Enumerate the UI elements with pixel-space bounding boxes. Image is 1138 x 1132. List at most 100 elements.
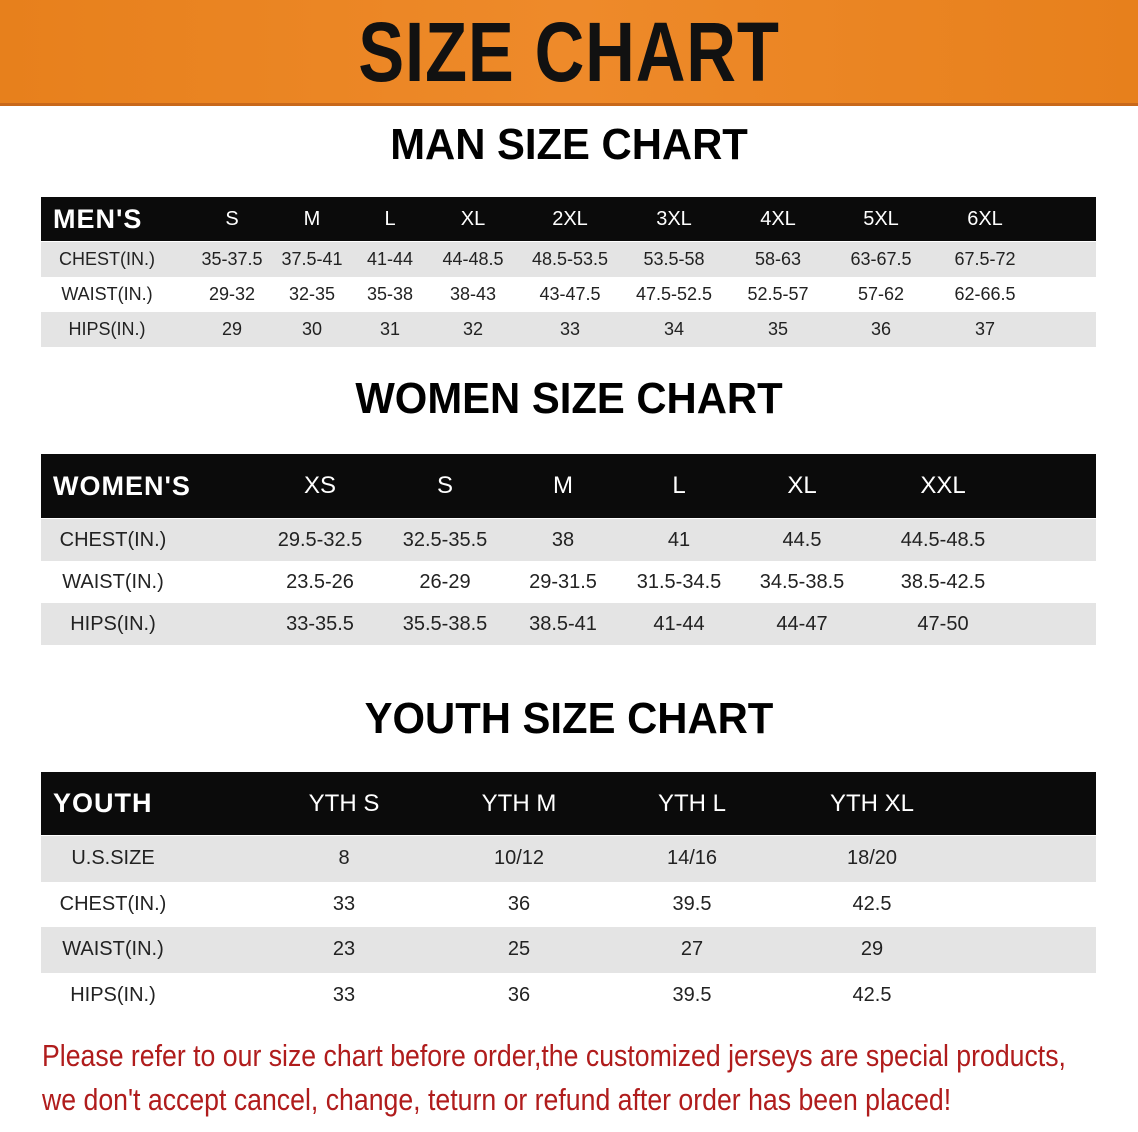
size-column-header: L bbox=[672, 472, 686, 499]
size-column-header: YTH L bbox=[657, 789, 727, 817]
table-header-label: YOUTH bbox=[53, 788, 153, 818]
size-column-header: S bbox=[225, 207, 239, 230]
size-column-header: L bbox=[384, 207, 396, 230]
table-cell: 53.5-58 bbox=[643, 249, 705, 269]
size-column-header: 2XL bbox=[552, 207, 588, 230]
table-row: WAIST(IN.) 23.5-26 26-29 29-31.5 31.5-34.5 34… bbox=[41, 561, 1096, 603]
size-column-header: XL bbox=[787, 472, 817, 499]
measurement-label: WAIST(IN.) bbox=[61, 284, 153, 304]
men-section-title: MAN SIZE CHART bbox=[390, 120, 748, 169]
table-cell: 31.5-34.5 bbox=[636, 570, 722, 593]
table-header-row: YOUTH YTH S YTH M YTH L YTH XL bbox=[41, 772, 1096, 835]
size-column-header: 6XL bbox=[967, 207, 1003, 230]
table-cell: 37 bbox=[974, 319, 996, 339]
table-cell: 36 bbox=[870, 319, 892, 339]
table-cell: 32-35 bbox=[288, 284, 336, 304]
table-cell: 42.5 bbox=[852, 892, 892, 915]
table-cell: 44-48.5 bbox=[442, 249, 504, 269]
table-cell: 44.5-48.5 bbox=[900, 528, 986, 551]
table-header-label: MEN'S bbox=[53, 203, 143, 234]
table-cell: 29 bbox=[221, 319, 243, 339]
table-cell: 29.5-32.5 bbox=[277, 528, 363, 551]
policy-note-line-1: Please refer to our size chart before or… bbox=[42, 1038, 1066, 1073]
measurement-label: CHEST(IN.) bbox=[59, 528, 167, 551]
table-cell: 38.5-41 bbox=[529, 612, 597, 635]
table-cell: 47.5-52.5 bbox=[635, 284, 713, 304]
table-cell: 26-29 bbox=[419, 570, 471, 593]
measurement-label: HIPS(IN.) bbox=[70, 612, 156, 635]
table-header-row: WOMEN'S XS S M L XL XXL bbox=[41, 454, 1096, 518]
table-cell: 10/12 bbox=[493, 847, 545, 870]
table-row: WAIST(IN.) 23 25 27 29 bbox=[41, 927, 1096, 973]
table-cell: 33-35.5 bbox=[286, 612, 354, 635]
size-column-header: YTH S bbox=[308, 789, 380, 817]
table-cell: 31 bbox=[379, 319, 401, 339]
table-cell: 36 bbox=[507, 892, 531, 915]
table-cell: 41-44 bbox=[653, 612, 705, 635]
table-cell: 67.5-72 bbox=[954, 249, 1016, 269]
table-cell: 38.5-42.5 bbox=[900, 570, 986, 593]
measurement-label: CHEST(IN.) bbox=[59, 892, 167, 915]
table-cell: 37.5-41 bbox=[281, 249, 343, 269]
table-row: CHEST(IN.) 35-37.5 37.5-41 41-44 44-48.5 48.5… bbox=[41, 242, 1096, 277]
women-section-title: WOMEN SIZE CHART bbox=[355, 374, 783, 423]
table-cell: 35 bbox=[767, 319, 789, 339]
table-row: HIPS(IN.) 29 30 31 32 33 34 35 36 37 bbox=[41, 312, 1096, 347]
table-cell: 35-37.5 bbox=[201, 249, 263, 269]
table-cell: 14/16 bbox=[666, 847, 718, 870]
youth-section-title: YOUTH SIZE CHART bbox=[364, 694, 774, 743]
size-column-header: XL bbox=[460, 207, 486, 230]
table-cell: 47-50 bbox=[917, 612, 969, 635]
table-cell: 52.5-57 bbox=[747, 284, 809, 304]
table-cell: 39.5 bbox=[672, 983, 712, 1006]
table-cell: 41-44 bbox=[366, 249, 414, 269]
table-cell: 43-47.5 bbox=[539, 284, 601, 304]
table-row: U.S.SIZE 8 10/12 14/16 18/20 bbox=[41, 836, 1096, 882]
table-cell: 41 bbox=[667, 528, 691, 551]
table-cell: 42.5 bbox=[852, 983, 892, 1006]
table-cell: 25 bbox=[507, 938, 531, 961]
table-cell: 57-62 bbox=[857, 284, 905, 304]
table-cell: 62-66.5 bbox=[954, 284, 1016, 304]
table-row: HIPS(IN.) 33-35.5 35.5-38.5 38.5-41 41-44 44-… bbox=[41, 603, 1096, 645]
size-column-header: 3XL bbox=[656, 207, 692, 230]
table-header-label: WOMEN'S bbox=[53, 470, 191, 501]
table-cell: 35-38 bbox=[366, 284, 414, 304]
table-cell: 44-47 bbox=[776, 612, 828, 635]
table-cell: 32.5-35.5 bbox=[402, 528, 488, 551]
table-cell: 34 bbox=[663, 319, 685, 339]
measurement-label: HIPS(IN.) bbox=[70, 983, 156, 1006]
table-cell: 27 bbox=[680, 938, 704, 961]
table-cell: 33 bbox=[332, 983, 356, 1006]
banner-title: SIZE CHART bbox=[358, 5, 780, 99]
table-row: CHEST(IN.) 29.5-32.5 32.5-35.5 38 41 44.5 44.5… bbox=[41, 519, 1096, 561]
table-row: WAIST(IN.) 29-32 32-35 35-38 38-43 43-47.5 47.… bbox=[41, 277, 1096, 312]
table-header-row: MEN'S S M L XL 2XL 3XL 4XL 5XL 6XL bbox=[41, 197, 1096, 241]
table-cell: 44.5 bbox=[782, 528, 822, 551]
table-cell: 36 bbox=[507, 983, 531, 1006]
table-cell: 39.5 bbox=[672, 892, 712, 915]
table-cell: 23.5-26 bbox=[286, 570, 354, 593]
table-cell: 33 bbox=[332, 892, 356, 915]
table-cell: 29-31.5 bbox=[529, 570, 597, 593]
table-cell: 8 bbox=[338, 847, 350, 870]
table-cell: 23 bbox=[332, 938, 356, 961]
table-cell: 38-43 bbox=[449, 284, 497, 304]
measurement-label: HIPS(IN.) bbox=[68, 319, 146, 339]
table-cell: 35.5-38.5 bbox=[402, 612, 488, 635]
table-cell: 58-63 bbox=[754, 249, 802, 269]
men-size-table: MEN'S S M L XL 2XL 3XL 4XL 5XL 6XL CHEST(IN.) 35-37… bbox=[41, 197, 1096, 347]
measurement-label: U.S.SIZE bbox=[71, 847, 155, 870]
table-cell: 18/20 bbox=[846, 847, 898, 870]
size-column-header: YTH XL bbox=[829, 789, 915, 817]
youth-size-table: YOUTH YTH S YTH M YTH L YTH XL U.S.SIZE 8 10/12… bbox=[41, 772, 1096, 1018]
women-size-table: WOMEN'S XS S M L XL XXL CHEST(IN.) 29.5-32.5 32.5… bbox=[41, 454, 1096, 645]
size-column-header: YTH M bbox=[481, 789, 557, 817]
size-column-header: 4XL bbox=[760, 207, 796, 230]
measurement-label: WAIST(IN.) bbox=[62, 938, 164, 961]
size-column-header: M bbox=[553, 472, 573, 499]
table-cell: 30 bbox=[301, 319, 323, 339]
table-cell: 48.5-53.5 bbox=[531, 249, 609, 269]
table-row: HIPS(IN.) 33 36 39.5 42.5 bbox=[41, 972, 1096, 1018]
size-column-header: M bbox=[303, 207, 321, 230]
